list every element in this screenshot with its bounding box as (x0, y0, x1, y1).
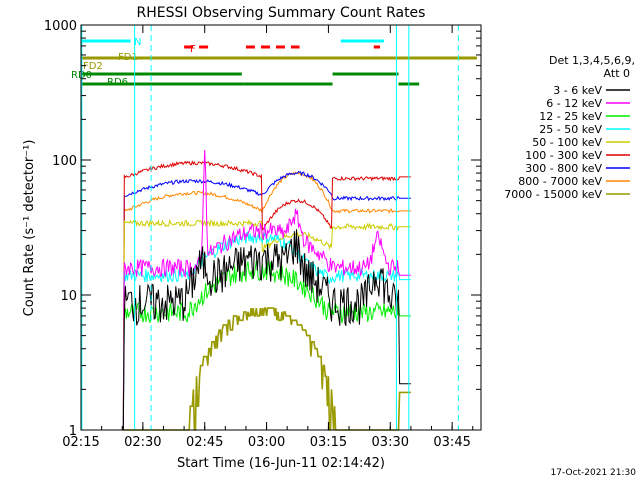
y-tick-label-0: 1 (69, 424, 77, 439)
series-line-5 (122, 160, 411, 431)
legend-label-1: 6 - 12 keV (546, 97, 602, 110)
legend-label-6: 300 - 800 keV (525, 162, 602, 175)
flag-group: NFFD1FD2RD0RD6 (71, 25, 477, 430)
series-line-0 (122, 229, 411, 431)
series-line-3 (122, 231, 411, 431)
x-tick-label-4: 03:15 (310, 435, 347, 450)
flag-label-n: N (134, 37, 141, 48)
plot-area (81, 25, 481, 430)
series-line-6 (122, 170, 411, 431)
series-line-1 (122, 149, 411, 431)
legend-label-0: 3 - 6 keV (553, 84, 602, 97)
y-tick-label-1: 10 (60, 289, 77, 304)
legend-label-7: 800 - 7000 keV (518, 175, 602, 188)
legend-header-line1: Det 1,3,4,5,6,9, (549, 54, 635, 67)
y-tick-label-3: 1000 (44, 19, 77, 34)
series-line-2 (122, 260, 411, 431)
x-tick-label-5: 03:30 (372, 435, 409, 450)
axes-group: 02:15 02:30 02:45 03:00 03:15 03:30 03:45 1 10 10… (44, 19, 482, 450)
legend-label-4: 50 - 100 keV (532, 136, 602, 149)
flag-label-fd2: FD2 (83, 61, 103, 72)
plot-frame (80, 24, 482, 431)
x-tick-label-1: 02:30 (124, 435, 161, 450)
legend-label-5: 100 - 300 keV (525, 149, 602, 162)
x-tick-label-3: 03:00 (248, 435, 285, 450)
x-tick-label-2: 02:45 (186, 435, 223, 450)
flag-label-fd1: FD1 (118, 52, 138, 63)
x-tick-label-0: 02:15 (62, 435, 99, 450)
x-tick-label-6: 03:45 (433, 435, 470, 450)
legend-label-3: 25 - 50 keV (539, 123, 602, 136)
flag-label-rd6: RD6 (107, 77, 128, 88)
y-tick-label-2: 100 (52, 154, 77, 169)
y-axis-label: Count Rate (s⁻¹ detector⁻¹) (22, 140, 37, 317)
x-axis-label: Start Time (16-Jun-11 02:14:42) (177, 456, 385, 471)
legend-label-8: 7000 - 15000 keV (504, 188, 602, 201)
timestamp: 17-Oct-2021 21:30 (551, 468, 637, 478)
flag-label-f: F (190, 44, 196, 55)
legend-label-2: 12 - 25 keV (539, 110, 602, 123)
legend-header-line2: Att 0 (604, 67, 630, 80)
series-line-7 (122, 171, 411, 431)
chart-title: RHESSI Observing Summary Count Rates (137, 5, 426, 21)
